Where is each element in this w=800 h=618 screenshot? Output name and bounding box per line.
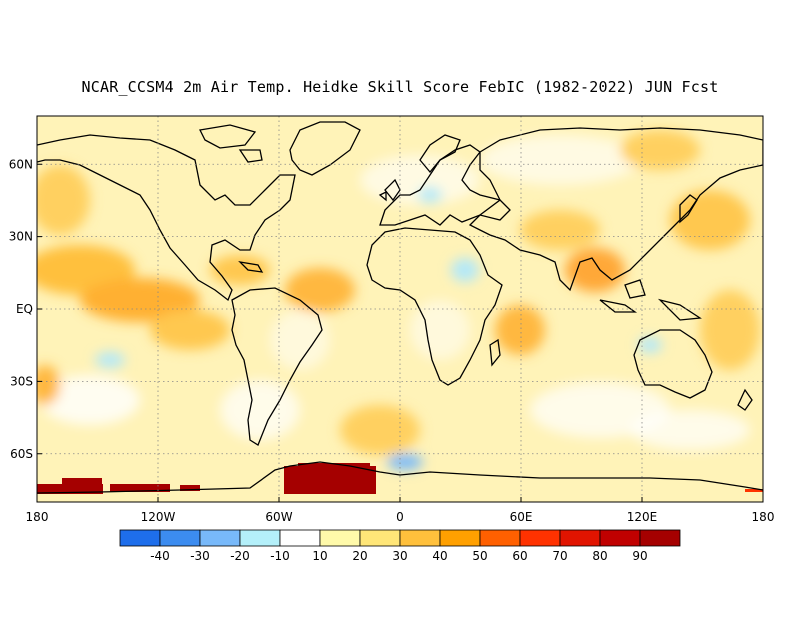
colorbar-swatch	[159, 529, 201, 547]
colorbar-swatch	[399, 529, 441, 547]
colorbar-label: 10	[312, 549, 327, 563]
colorbar-label: 60	[512, 549, 527, 563]
africa-coast	[366, 227, 503, 386]
colorbar-swatch	[439, 529, 481, 547]
longitude-tick-label: 60W	[265, 510, 292, 524]
colorbar-label: -10	[270, 549, 290, 563]
greenland-coast	[289, 121, 361, 176]
colorbar-swatch	[599, 529, 641, 547]
colorbar-label: 70	[552, 549, 567, 563]
asia-coast	[468, 127, 763, 292]
longitude-tick-label: 180	[26, 510, 49, 524]
colorbar-swatch	[559, 529, 601, 547]
latitude-tick-label: 30S	[10, 374, 33, 388]
longitude-tick-label: 120W	[141, 510, 176, 524]
colorbar-swatch	[239, 529, 281, 547]
longitude-tick-label: 0	[396, 510, 404, 524]
colorbar-label: -20	[230, 549, 250, 563]
colorbar-label: 80	[592, 549, 607, 563]
longitude-axis: 180 120W 60W 0 60E 120E 180	[26, 497, 775, 524]
australia-coast	[633, 329, 713, 399]
north-america-coast	[37, 134, 296, 302]
colorbar-label: 50	[472, 549, 487, 563]
skill-field	[37, 130, 760, 470]
colorbar-swatch	[519, 529, 561, 547]
grid-lines	[37, 116, 763, 502]
colorbar-swatch	[119, 529, 161, 547]
colorbar-label: 90	[632, 549, 647, 563]
latitude-tick-label: 60S	[10, 447, 33, 461]
antarctica-coast	[37, 461, 763, 494]
latitude-tick-label: EQ	[16, 302, 33, 316]
longitude-tick-label: 120E	[627, 510, 658, 524]
colorbar-swatch	[199, 529, 241, 547]
antarctic-high-skill	[37, 463, 763, 494]
latitude-tick-label: 60N	[9, 157, 33, 171]
longitude-tick-label: 60E	[510, 510, 533, 524]
longitude-tick-label: 180	[752, 510, 775, 524]
colorbar-label: 30	[392, 549, 407, 563]
colorbar-swatch	[359, 529, 401, 547]
coastlines	[37, 121, 763, 494]
colorbar-label: -30	[190, 549, 210, 563]
colorbar-label: 20	[352, 549, 367, 563]
latitude-tick-label: 30N	[9, 230, 33, 244]
colorbar-swatch	[279, 529, 321, 547]
colorbar-label: 40	[432, 549, 447, 563]
latitude-axis: 60N 30N EQ 30S 60S	[9, 157, 42, 461]
chart-title: NCAR_CCSM4 2m Air Temp. Heidke Skill Sco…	[81, 78, 719, 96]
colorbar-label: -40	[150, 549, 170, 563]
colorbar-swatch	[479, 529, 521, 547]
colorbar-swatch	[639, 529, 681, 547]
colorbar: -40 -30 -20 -10 10 20 30 40 50 60 70 80 90	[119, 529, 681, 563]
europe-coast	[379, 144, 511, 226]
colorbar-swatch	[319, 529, 361, 547]
south-america-coast	[231, 287, 323, 446]
